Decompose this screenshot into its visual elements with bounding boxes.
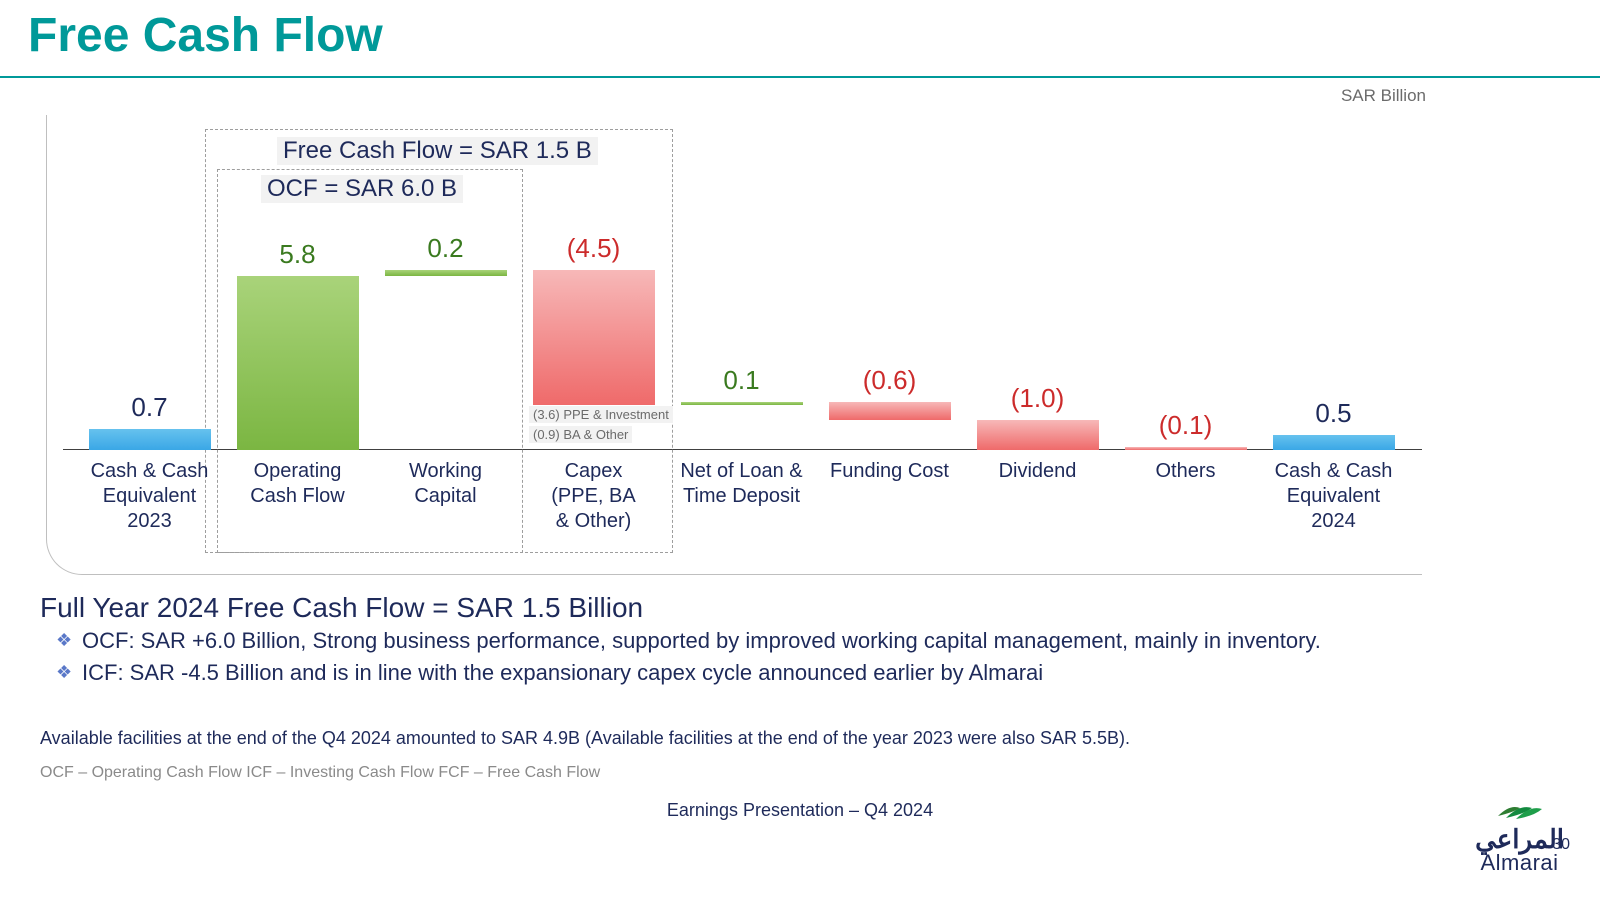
bar-value-funding: (0.6): [817, 365, 962, 396]
bar-rect-ocf: [237, 276, 359, 450]
definitions: OCF – Operating Cash Flow ICF – Investin…: [40, 764, 600, 782]
bar-label-ocf: Operating Cash Flow: [225, 459, 370, 509]
bullet-marker-icon: ❖: [56, 662, 82, 683]
logo: المراعي Almarai: [1475, 802, 1564, 874]
bullet-item: ❖OCF: SAR +6.0 Billion, Strong business …: [56, 628, 1540, 654]
bar-rect-dividend: [977, 420, 1099, 450]
page-title: Free Cash Flow: [28, 8, 383, 63]
bar-rect-start: [89, 429, 211, 450]
bullet-marker-icon: ❖: [56, 630, 82, 651]
bar-value-others: (0.1): [1113, 410, 1258, 441]
bar-rect-end: [1273, 435, 1395, 450]
bar-rect-funding: [829, 402, 951, 420]
bar-value-start: 0.7: [77, 392, 222, 423]
unit-label: SAR Billion: [1341, 86, 1426, 106]
bullet-text: OCF: SAR +6.0 Billion, Strong business p…: [82, 628, 1536, 654]
bar-rect-capex: [533, 270, 655, 405]
bar-capex: (4.5)Capex (PPE, BA & Other)(3.6) PPE & …: [521, 115, 666, 574]
bar-note-capex-0: (3.6) PPE & Investment: [529, 406, 673, 423]
footer-center: Earnings Presentation – Q4 2024: [0, 800, 1600, 821]
facilities-note: Available facilities at the end of the Q…: [40, 728, 1130, 749]
bar-value-dividend: (1.0): [965, 383, 1110, 414]
bar-label-loan: Net of Loan & Time Deposit: [669, 459, 814, 509]
bullet-item: ❖ICF: SAR -4.5 Billion and is in line wi…: [56, 660, 1540, 686]
bar-note-capex-1: (0.9) BA & Other: [529, 426, 632, 443]
bar-label-start: Cash & Cash Equivalent 2023: [77, 459, 222, 534]
bar-wc: 0.2 Working Capital: [373, 115, 518, 574]
bar-value-ocf: 5.8: [225, 239, 370, 270]
bar-value-capex: (4.5): [521, 233, 666, 264]
bar-others: (0.1) Others: [1113, 115, 1258, 574]
bar-funding: (0.6) Funding Cost: [817, 115, 962, 574]
bar-label-others: Others: [1113, 459, 1258, 484]
bar-ocf: 5.8 Operating Cash Flow: [225, 115, 370, 574]
title-underline: [0, 76, 1600, 78]
bar-rect-wc: [385, 270, 507, 276]
subheading: Full Year 2024 Free Cash Flow = SAR 1.5 …: [40, 592, 643, 624]
bar-label-end: Cash & Cash Equivalent 2024: [1261, 459, 1406, 534]
bar-value-loan: 0.1: [669, 365, 814, 396]
bar-rect-loan: [681, 402, 803, 405]
waterfall-chart: OCF = SAR 6.0 BFree Cash Flow = SAR 1.5 …: [46, 115, 1422, 575]
bar-rect-others: [1125, 447, 1247, 450]
bar-dividend: (1.0) Dividend: [965, 115, 1110, 574]
bar-value-wc: 0.2: [373, 233, 518, 264]
bar-label-dividend: Dividend: [965, 459, 1110, 484]
bar-start: 0.7 Cash & Cash Equivalent 2023: [77, 115, 222, 574]
slide: Free Cash Flow SAR Billion OCF = SAR 6.0…: [0, 0, 1600, 900]
logo-latin: Almarai: [1475, 852, 1564, 874]
logo-arabic: المراعي: [1475, 826, 1564, 852]
bar-label-funding: Funding Cost: [817, 459, 962, 484]
bar-loan: 0.1 Net of Loan & Time Deposit: [669, 115, 814, 574]
bar-value-end: 0.5: [1261, 398, 1406, 429]
bullet-text: ICF: SAR -4.5 Billion and is in line wit…: [82, 660, 1536, 686]
bar-label-wc: Working Capital: [373, 459, 518, 509]
bar-end: 0.5 Cash & Cash Equivalent 2024: [1261, 115, 1406, 574]
logo-leaf-icon: [1496, 802, 1544, 820]
bar-label-capex: Capex (PPE, BA & Other): [521, 459, 666, 534]
